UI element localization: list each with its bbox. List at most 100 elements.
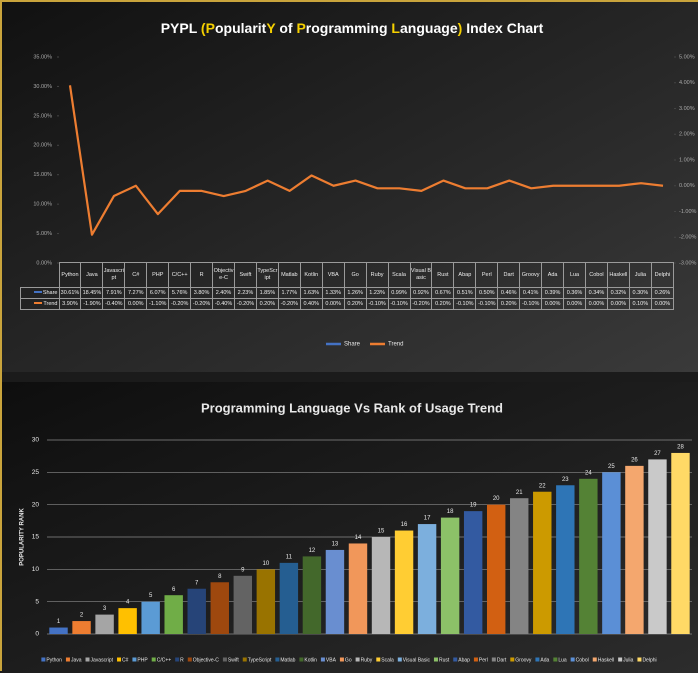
table-value: 0.67% [431, 287, 455, 299]
legend-label: Delphi [642, 657, 656, 663]
bar [371, 537, 391, 634]
legend-label: VBA [326, 657, 337, 663]
table-category: Groovy [519, 262, 543, 288]
table-value: 0.32% [606, 287, 630, 299]
y-tick-label: 0.00% [36, 260, 52, 266]
y2-tick-label: -1.00% [679, 209, 697, 215]
data-label: 8 [218, 574, 222, 580]
table-value: 7.27% [124, 287, 148, 299]
data-label: 2 [80, 613, 84, 619]
bar [533, 491, 552, 634]
data-label: 9 [241, 567, 245, 573]
data-label: 17 [424, 516, 431, 522]
y-tick-label: 30 [32, 437, 40, 444]
table-value: -1.10% [146, 298, 170, 310]
bar [187, 588, 206, 634]
trend-line [68, 85, 664, 236]
data-label: 27 [654, 451, 661, 457]
table-value: 0.00% [124, 298, 148, 310]
data-label: 5 [149, 593, 153, 599]
data-label: 25 [608, 464, 615, 470]
table-category: Go [343, 262, 367, 288]
data-label: 11 [286, 554, 293, 560]
table-category: Objective-C [212, 262, 235, 288]
data-label: 24 [585, 470, 592, 476]
y-axis-label: POPULARITY RANK [20, 508, 26, 566]
table-value: 1.26% [343, 287, 367, 299]
table-category: VBA [321, 262, 345, 288]
table-value: 0.20% [497, 298, 521, 310]
y-tick-label: 25 [32, 469, 40, 476]
data-label: 4 [126, 600, 130, 606]
table-value: -0.20% [409, 298, 433, 310]
y2-tick-label: 3.00% [679, 106, 695, 112]
legend-label: Kotlin [304, 657, 317, 663]
legend-label: Ruby [361, 657, 373, 663]
table-category: C# [124, 262, 148, 288]
legend-label: Haskell [598, 657, 614, 663]
bar [210, 582, 229, 634]
bar [671, 452, 690, 634]
table-category: Javascript [102, 262, 126, 288]
table-value: 0.30% [628, 287, 652, 299]
bar [556, 485, 575, 634]
table-category: Scala [387, 262, 411, 288]
table-corner [21, 263, 60, 288]
bar [233, 575, 253, 634]
legend-label: Abap [458, 657, 470, 663]
table-value: 7.91% [102, 287, 126, 299]
table-category: Python [58, 262, 82, 288]
legend-swatch [473, 657, 478, 662]
bar [141, 601, 160, 634]
table-category: Dart [497, 262, 521, 288]
legend-swatch [553, 657, 558, 662]
table-value: -0.20% [168, 298, 192, 310]
data-label: 7 [195, 580, 199, 586]
table-category: Cobol [585, 262, 608, 288]
table-value: 5.76% [168, 287, 192, 299]
table-value: 0.00% [321, 298, 345, 310]
y2-tick-label: -2.00% [679, 235, 697, 241]
data-label: 28 [677, 445, 684, 451]
table-category: Perl [475, 262, 499, 288]
table-value: 1.33% [321, 287, 345, 299]
legend-label: Groovy [515, 657, 532, 663]
bar [302, 556, 322, 634]
table-value: 0.36% [563, 287, 586, 299]
legend-swatch [453, 657, 458, 662]
legend-swatch [535, 657, 540, 662]
bar [510, 498, 529, 634]
legend-swatch [397, 657, 402, 662]
table-category: Abap [453, 262, 477, 288]
legend: Python Java Javascript C# PHP C/C++ R Objective… [41, 657, 657, 663]
data-label: 16 [401, 522, 408, 528]
table-value: -0.20% [277, 298, 301, 310]
bar [648, 459, 667, 634]
legend-label: Lua [558, 657, 567, 663]
legend-swatch [491, 657, 496, 662]
legend-swatch [175, 657, 180, 662]
table-category: C/C++ [168, 262, 192, 288]
data-label: 20 [493, 496, 500, 502]
table-category: Delphi [650, 262, 675, 288]
legend-swatch [117, 657, 122, 662]
bar [394, 530, 414, 634]
legend-swatch [33, 291, 42, 294]
y-tick-label: 5 [35, 598, 39, 605]
y-tick-label: 0 [35, 631, 39, 638]
legend-swatch [65, 657, 70, 662]
table-value: 0.51% [453, 287, 477, 299]
table-value: 6.07% [146, 287, 170, 299]
y-tick-label: 15 [32, 534, 40, 541]
data-label: 10 [262, 561, 269, 567]
legend-swatch [510, 657, 515, 662]
y2-tick-label: 2.00% [679, 132, 695, 138]
legend-label: Java [71, 657, 82, 663]
table-value: -0.10% [453, 298, 477, 310]
bar [486, 504, 506, 634]
data-label: 1 [57, 619, 61, 625]
legend-swatch [618, 657, 623, 662]
legend-label: Perl [479, 657, 488, 663]
table-value: -1.90% [80, 298, 104, 310]
legend-label: C# [122, 657, 129, 663]
